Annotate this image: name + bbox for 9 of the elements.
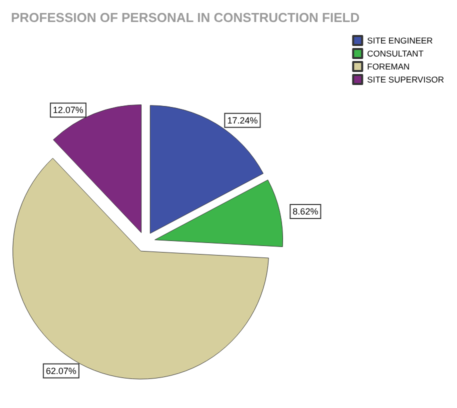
legend-label: SITE ENGINEER xyxy=(367,36,433,46)
data-label: 17.24% xyxy=(227,115,258,126)
legend-label: CONSULTANT xyxy=(367,48,424,58)
data-label: 12.07% xyxy=(52,105,84,116)
legend-label: SITE SUPERVISOR xyxy=(367,74,444,84)
data-label: 8.62% xyxy=(292,206,318,216)
legend-label: FOREMAN xyxy=(367,62,410,72)
data-label: 62.07% xyxy=(46,366,76,376)
chart-title: PROFESSION OF PERSONAL IN CONSTRUCTION FIELD xyxy=(11,10,360,25)
